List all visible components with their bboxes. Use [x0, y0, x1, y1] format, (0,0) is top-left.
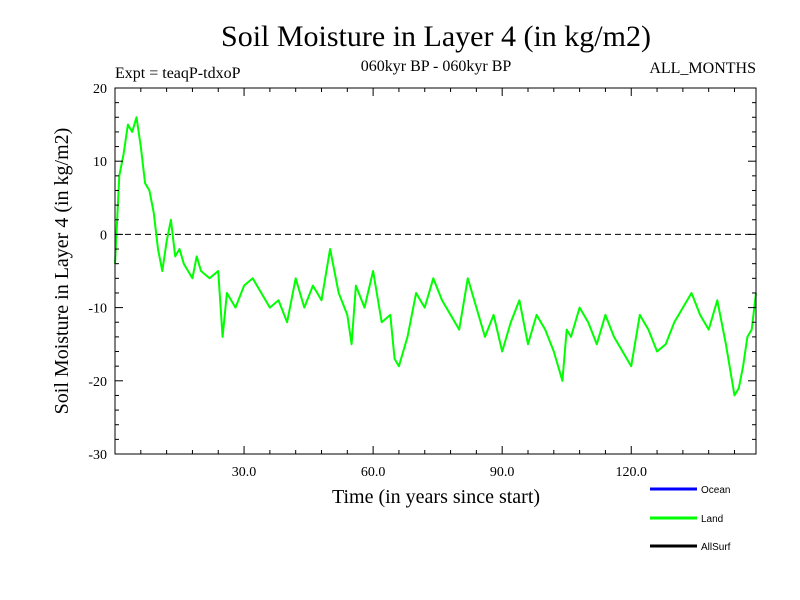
- plot-area: [114, 116, 757, 397]
- legend-label-ocean: Ocean: [701, 485, 730, 496]
- y-tick-label: -30: [88, 448, 107, 463]
- plot-frame: [114, 87, 757, 455]
- y-tick-label: 10: [93, 155, 107, 170]
- y-tick-label: -10: [88, 302, 107, 317]
- subtitle-period: 060kyr BP - 060kyr BP: [361, 58, 512, 75]
- x-axis-label: Time (in years since start): [332, 486, 540, 508]
- subtitle-experiment: Expt = teaqP-tdxoP: [115, 65, 241, 82]
- series-line-land: [114, 116, 757, 397]
- y-tick-label: 20: [93, 82, 107, 97]
- legend-label-allsurf: AllSurf: [701, 542, 731, 553]
- chart-title: Soil Moisture in Layer 4 (in kg/m2): [221, 20, 651, 53]
- y-tick-label: 0: [100, 228, 107, 243]
- tick-labels: -30 -20 -10 0 10 20 30.0 60.0 90.0 120.0: [88, 82, 647, 480]
- x-tick-label: 120.0: [615, 465, 647, 480]
- legend: Ocean Land AllSurf: [650, 485, 731, 553]
- subtitle-months: ALL_MONTHS: [649, 60, 756, 77]
- y-axis-label: Soil Moisture in Layer 4 (in kg/m2): [51, 128, 73, 415]
- axes: [114, 87, 757, 455]
- y-tick-label: -20: [88, 375, 107, 390]
- x-tick-label: 30.0: [232, 465, 257, 480]
- x-tick-label: 90.0: [490, 465, 515, 480]
- x-tick-label: 60.0: [361, 465, 386, 480]
- legend-label-land: Land: [701, 514, 723, 525]
